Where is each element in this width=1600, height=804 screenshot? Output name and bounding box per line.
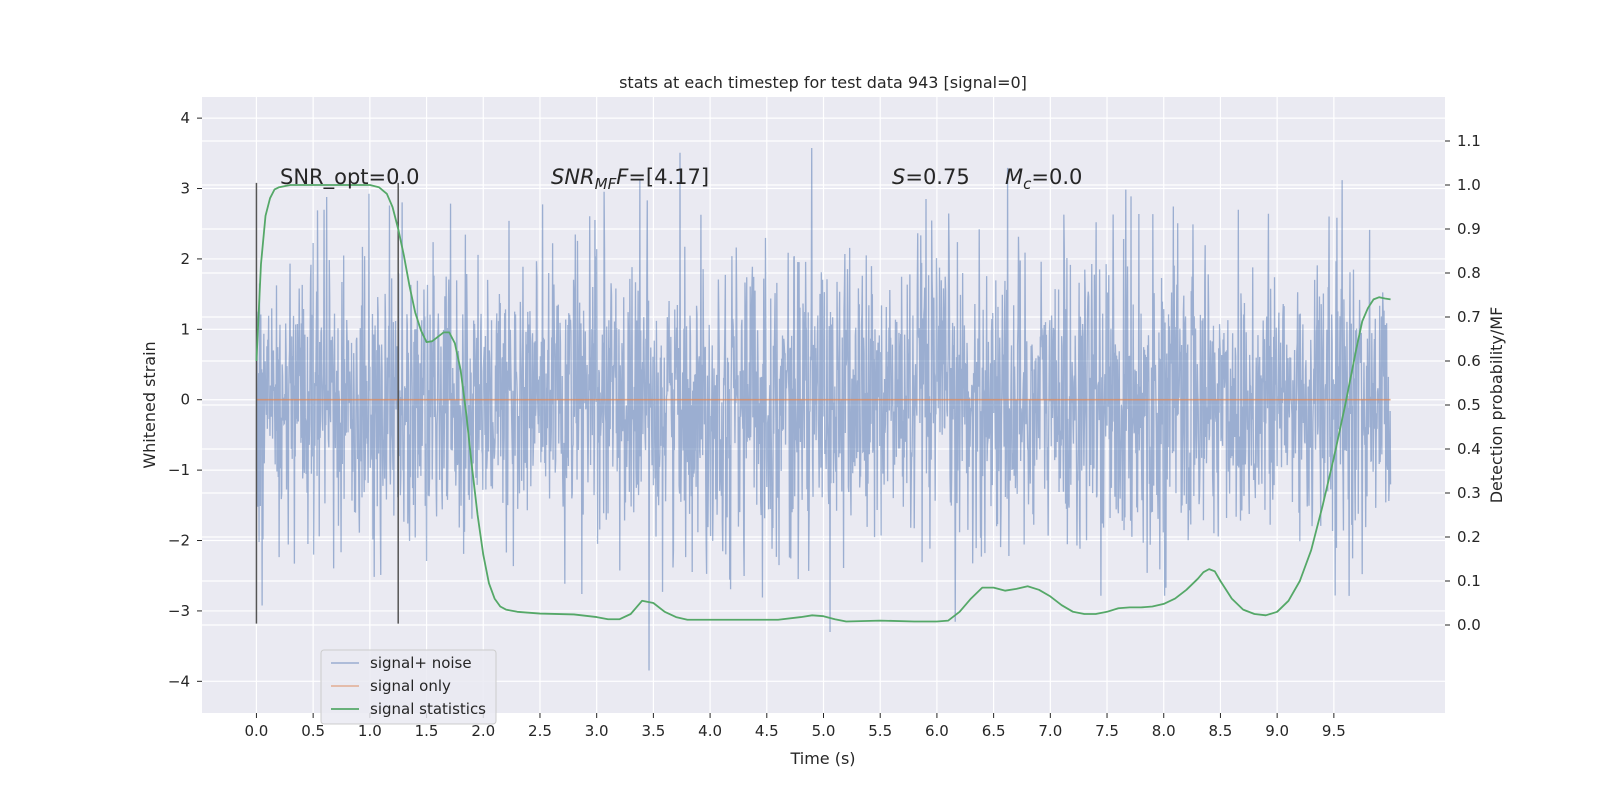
y-right-tick-label: 0.5: [1457, 396, 1481, 414]
annotation-snr-opt: SNR_opt=0.0: [280, 165, 420, 190]
x-tick-label: 2.5: [528, 722, 552, 740]
snr-mf-value: =[4.17]: [628, 165, 709, 189]
y-left-tick-label: 2: [180, 250, 190, 268]
y-right-tick-label: 0.9: [1457, 220, 1481, 238]
y-left-tick-label: 3: [180, 180, 190, 198]
x-tick-label: 3.5: [641, 722, 665, 740]
y-left-tick-label: −3: [168, 602, 190, 620]
y-left-tick-label: −1: [168, 461, 190, 479]
x-tick-label: 7.0: [1038, 722, 1062, 740]
x-tick-label: 4.5: [755, 722, 779, 740]
signal-noise-line: [255, 148, 1392, 671]
x-tick-label: 0.0: [245, 722, 269, 740]
legend: signal+ noise signal only signal statist…: [320, 649, 497, 725]
x-tick-label: 7.5: [1095, 722, 1119, 740]
snr-mf-symbol: SNR: [551, 165, 595, 189]
x-tick-label: 0.5: [301, 722, 325, 740]
y-right-tick-label: 0.0: [1457, 616, 1481, 634]
y-axis-label-right: Detection probability/MF: [1487, 307, 1506, 504]
snr-mf-subscript: MF: [595, 175, 617, 193]
legend-label-signal-noise: signal+ noise: [370, 654, 472, 672]
x-tick-label: 3.0: [585, 722, 609, 740]
mc-value: =0.0: [1031, 165, 1082, 189]
x-tick-label: 5.0: [812, 722, 836, 740]
annotation-s: S=0.75: [892, 165, 970, 189]
y-left-tick-label: 1: [180, 320, 190, 338]
x-tick-label: 9.0: [1265, 722, 1289, 740]
mc-symbol: M: [1005, 165, 1023, 189]
signal-statistics-line: [255, 184, 1391, 623]
y-left-tick-label: 0: [180, 391, 190, 409]
x-tick-label: 8.0: [1152, 722, 1176, 740]
series-signal-statistics: [255, 184, 1391, 623]
x-tick-label: 1.5: [415, 722, 439, 740]
legend-label-signal-only: signal only: [370, 677, 451, 695]
x-tick-label: 5.5: [868, 722, 892, 740]
tick-labels: 0.0 0.5 1.0 1.5 2.0 2.5 3.0 3.5 4.0 4.5 5.0 5.5 6.0 6…: [168, 109, 1481, 740]
x-tick-label: 9.5: [1322, 722, 1346, 740]
y-right-tick-label: 0.8: [1457, 264, 1481, 282]
s-symbol: S: [892, 165, 905, 189]
x-tick-label: 2.0: [471, 722, 495, 740]
x-tick-label: 8.5: [1209, 722, 1233, 740]
y-right-tick-label: 0.6: [1457, 352, 1481, 370]
y-left-tick-label: 4: [180, 109, 190, 127]
y-right-tick-label: 0.3: [1457, 484, 1481, 502]
annotation-snr-mf: SNRMFF=[4.17]: [551, 165, 709, 193]
chart-title: stats at each timestep for test data 943…: [619, 73, 1027, 92]
y-right-tick-label: 1.0: [1457, 176, 1481, 194]
y-right-tick-label: 0.1: [1457, 572, 1481, 590]
s-value: =0.75: [905, 165, 969, 189]
x-tick-label: 1.0: [358, 722, 382, 740]
x-tick-label: 4.0: [698, 722, 722, 740]
y-axis-label-left: Whitened strain: [140, 341, 159, 468]
x-axis-label: Time (s): [789, 749, 855, 768]
y-right-tick-label: 0.2: [1457, 528, 1481, 546]
y-right-tick-label: 1.1: [1457, 132, 1481, 150]
y-left-tick-label: −2: [168, 532, 190, 550]
snr-mf-f: F: [616, 165, 629, 189]
y-left-tick-label: −4: [168, 672, 190, 690]
x-tick-label: 6.0: [925, 722, 949, 740]
y-right-tick-label: 0.4: [1457, 440, 1481, 458]
mc-subscript: c: [1023, 175, 1032, 193]
vertical-markers: [255, 182, 399, 624]
x-tick-label: 6.5: [982, 722, 1006, 740]
legend-label-signal-statistics: signal statistics: [370, 700, 486, 718]
y-right-tick-label: 0.7: [1457, 308, 1481, 326]
series-signal-noise: [255, 148, 1392, 671]
legend-box: [320, 649, 497, 725]
annotation-mc: Mc=0.0: [1005, 165, 1082, 193]
